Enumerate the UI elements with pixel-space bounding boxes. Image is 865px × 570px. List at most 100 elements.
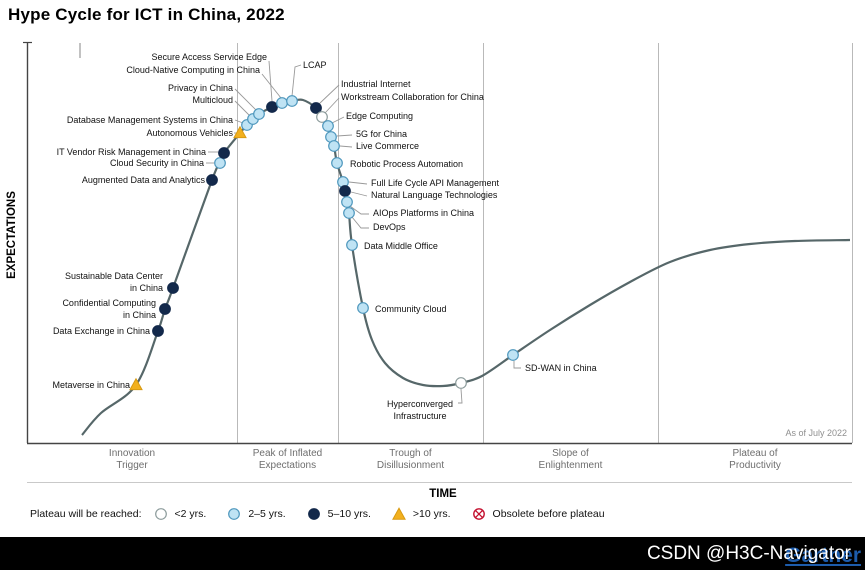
phase-label: Trigger <box>116 460 148 471</box>
hype-point-label: Data Middle Office <box>364 241 438 251</box>
phase-label: Enlightenment <box>539 460 603 471</box>
hype-point-label: Confidential Computing <box>62 298 156 308</box>
point-label-layer: Metaverse in China Data Exchange in China… <box>52 52 596 421</box>
hype-point-label: Secure Access Service Edge <box>151 52 267 62</box>
hype-point-label: Live Commerce <box>356 141 419 151</box>
leader-line <box>351 216 369 229</box>
phase-label: Plateau of <box>732 448 777 459</box>
hype-point-label: Metaverse in China <box>52 380 130 390</box>
hype-point-marker <box>357 302 369 314</box>
hype-point-marker <box>339 185 351 197</box>
phase-label: Innovation <box>109 448 155 459</box>
hype-point-label: Hyperconverged <box>387 399 453 409</box>
legend-label: >10 yrs. <box>412 508 451 520</box>
hype-point-label: Cloud Security in China <box>110 158 204 168</box>
hype-point-label: Full Life Cycle API Management <box>371 178 500 188</box>
hype-point-label: Cloud-Native Computing in China <box>126 65 260 75</box>
hype-point-label: AIOps Platforms in China <box>373 208 474 218</box>
hype-point-label: Autonomous Vehicles <box>146 128 233 138</box>
legend-marker-obsolete-icon-svg <box>472 508 485 520</box>
hype-point-label: Database Management Systems in China <box>67 115 233 125</box>
leader-line <box>234 88 257 111</box>
legend-marker-5-10yrs-icon-svg <box>307 508 320 520</box>
phase-label: Productivity <box>729 460 781 471</box>
hype-point-marker <box>507 349 519 361</box>
legend-marker-more-10yrs-icon-svg <box>391 507 406 520</box>
hype-point-marker <box>214 157 226 169</box>
hype-point-marker <box>206 174 218 186</box>
hype-point-label: Industrial Internet <box>341 79 411 89</box>
leader-line <box>339 145 353 148</box>
legend-prefix: Plateau will be reached: <box>30 508 142 520</box>
legend-marker-5-10yrs-icon <box>307 507 321 521</box>
leader-line <box>350 191 368 197</box>
legend-bar: Plateau will be reached: <2 yrs. 2–5 yrs… <box>30 507 626 521</box>
phase-label: Trough of <box>389 448 432 459</box>
legend-label: 5–10 yrs. <box>327 508 371 520</box>
leader-line <box>336 134 353 137</box>
leader-line <box>234 100 250 116</box>
hype-point-marker <box>159 303 171 315</box>
hype-point-label: Privacy in China <box>168 83 233 93</box>
hype-point-label: Edge Computing <box>346 111 413 121</box>
leader-line <box>318 84 340 105</box>
legend-item-more-10yrs: >10 yrs. <box>391 507 451 521</box>
hype-point-marker <box>341 196 353 208</box>
hype-point-label: Data Exchange in China <box>53 326 150 336</box>
leader-line <box>349 205 369 215</box>
hype-point-marker <box>331 157 343 169</box>
leader-line-layer <box>206 60 521 404</box>
legend-marker-2-5yrs-icon-svg <box>228 508 241 520</box>
hype-point-label: Community Cloud <box>375 304 447 314</box>
hype-point-marker <box>328 140 340 152</box>
hype-point-label: Multicloud <box>192 95 233 105</box>
hype-point-label: IT Vendor Risk Management in China <box>57 147 206 157</box>
leader-line <box>261 73 282 99</box>
csdn-watermark: CSDN @H3C-Navigator <box>646 543 851 564</box>
y-axis-title: EXPECTATIONS <box>6 191 18 279</box>
leader-line <box>348 181 368 185</box>
hype-point-marker <box>266 101 278 113</box>
hype-point-label: Infrastructure <box>393 411 446 421</box>
hype-point-marker <box>455 377 467 389</box>
leader-line <box>513 361 521 369</box>
leader-line <box>291 64 302 97</box>
hype-point-label: SD-WAN in China <box>525 363 597 373</box>
hype-point-label: in China <box>123 310 156 320</box>
gartner-logo: Gartner <box>785 544 861 567</box>
hype-point-label: Sustainable Data Center <box>65 271 163 281</box>
hype-point-label: 5G for China <box>356 129 407 139</box>
legend-marker-2-5yrs-icon <box>227 507 241 521</box>
legend-label: 2–5 yrs. <box>248 508 286 520</box>
hype-point-label: Natural Language Technologies <box>371 190 498 200</box>
phase-label: Peak of Inflated <box>253 448 323 459</box>
leader-line <box>458 388 463 404</box>
hype-point-marker <box>316 111 328 123</box>
phase-label: Disillusionment <box>377 460 444 471</box>
hype-point-marker <box>322 120 334 132</box>
legend-item-2-5yrs: 2–5 yrs. <box>227 507 286 521</box>
legend-marker-obsolete-icon <box>472 507 486 521</box>
legend-item-less-2yrs: <2 yrs. <box>154 507 206 521</box>
hype-point-marker <box>233 125 247 139</box>
hype-point-label: Robotic Process Automation <box>350 159 463 169</box>
hype-point-label: in China <box>130 283 163 293</box>
phase-label: Slope of <box>552 448 589 459</box>
hype-point-marker <box>310 102 322 114</box>
phase-label: Expectations <box>259 460 316 471</box>
marker-layer <box>129 95 519 391</box>
page-title: Hype Cycle for ICT in China, 2022 <box>8 5 285 24</box>
legend-item-obsolete: Obsolete before plateau <box>472 507 605 521</box>
hype-point-label: Augmented Data and Analytics <box>82 175 206 185</box>
x-axis-title: TIME <box>429 488 457 500</box>
hype-point-label: DevOps <box>373 222 406 232</box>
hype-point-marker <box>346 239 358 251</box>
as-of-date: As of July 2022 <box>785 428 847 438</box>
hype-point-marker <box>276 97 288 109</box>
hype-point-marker <box>343 207 355 219</box>
hype-point-marker <box>218 147 230 159</box>
watermark-bar: Gartner CSDN @H3C-Navigator <box>0 537 865 570</box>
hype-point-marker <box>253 108 265 120</box>
